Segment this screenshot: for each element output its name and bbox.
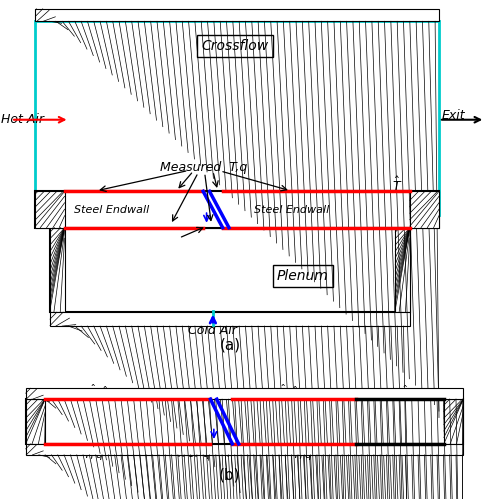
Bar xyxy=(35,22,438,215)
Bar xyxy=(26,399,462,444)
Text: Steel Endwall: Steel Endwall xyxy=(254,205,329,215)
Text: Cold Air: Cold Air xyxy=(188,324,237,337)
Text: (b): (b) xyxy=(219,467,240,482)
Bar xyxy=(26,388,462,399)
Bar xyxy=(50,312,409,326)
Bar xyxy=(443,399,462,444)
Text: Steel Endwall: Steel Endwall xyxy=(74,205,149,215)
Text: $\hat{T}$: $\hat{T}$ xyxy=(399,384,409,400)
Text: $\hat{T},\hat{q}$: $\hat{T},\hat{q}$ xyxy=(292,444,313,463)
Bar xyxy=(35,192,438,228)
Bar xyxy=(35,192,64,228)
Text: Cooling Slot: Cooling Slot xyxy=(144,235,211,245)
Text: h or $\hat{q}$ = ?: h or $\hat{q}$ = ? xyxy=(177,446,233,462)
Bar xyxy=(394,228,409,312)
Text: $\hat{T},\hat{q}$: $\hat{T},\hat{q}$ xyxy=(277,382,298,401)
Bar xyxy=(50,228,64,312)
Text: $\hat{T}$: $\hat{T}$ xyxy=(392,176,402,194)
Text: Crossflow: Crossflow xyxy=(201,39,268,53)
Text: Plenum: Plenum xyxy=(276,269,328,283)
Bar xyxy=(409,192,438,228)
Text: (a): (a) xyxy=(219,338,240,353)
Text: Hot Air: Hot Air xyxy=(1,113,44,126)
Bar xyxy=(26,444,462,455)
Text: $\hat{T},\hat{q}$: $\hat{T},\hat{q}$ xyxy=(88,382,109,401)
Text: $\hat{T},\hat{q}$: $\hat{T},\hat{q}$ xyxy=(83,444,104,463)
Text: Exit: Exit xyxy=(441,110,464,122)
Text: Measured  T,q: Measured T,q xyxy=(159,162,246,174)
Bar xyxy=(35,9,438,22)
Bar xyxy=(50,228,409,312)
Bar xyxy=(26,399,45,444)
